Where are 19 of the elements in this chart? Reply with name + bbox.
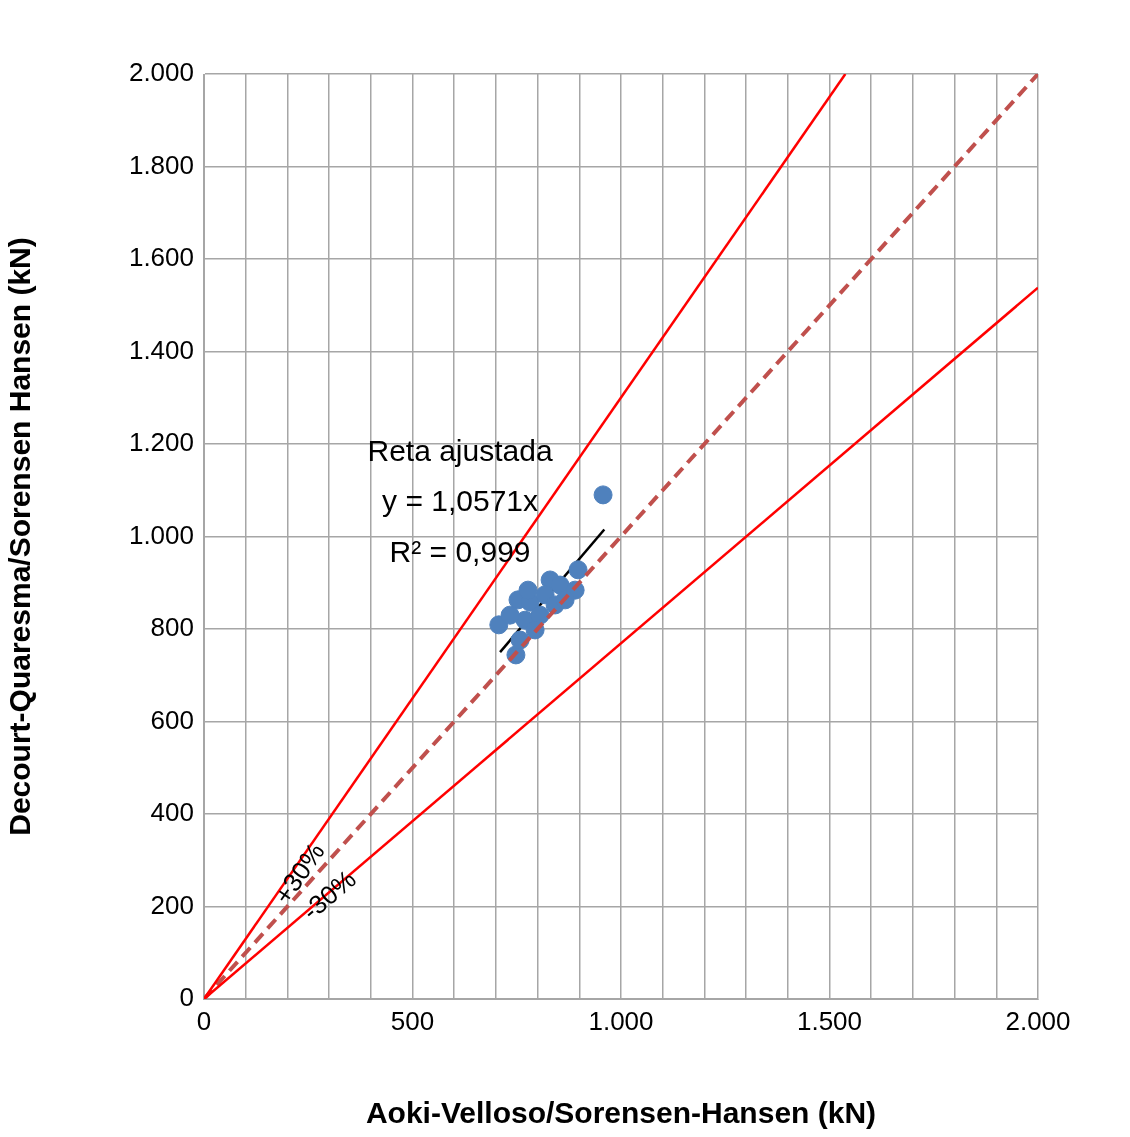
x-tick-label: 500 [390,1005,435,1036]
y-tick-label: 200 [150,889,194,920]
annotation: y = 1,0571x [382,484,539,518]
y-tick-label: 800 [150,612,194,643]
x-tick-label: 1.500 [796,1005,863,1036]
x-tick-label: 1.000 [588,1005,654,1036]
y-tick-label: 2.000 [128,57,194,88]
y-axis-title: Decourt-Quaresma/Sorensen Hansen (kN) [3,237,37,836]
y-tick-label: 1.200 [128,427,194,458]
y-tick-label: 1.600 [128,242,194,273]
x-axis-title: Aoki-Velloso/Sorensen-Hansen (kN) [365,1096,877,1130]
y-tick-label: 0 [179,982,194,1013]
annotation: Reta ajustada [367,433,553,467]
y-tick-label: 1.400 [128,334,194,365]
y-tick-label: 600 [150,704,194,735]
y-tick-label: 1.800 [128,149,194,180]
y-tick-label: 400 [150,797,194,828]
y-tick-label: 1.000 [128,519,194,550]
x-tick-label: 2.000 [1005,1005,1071,1036]
